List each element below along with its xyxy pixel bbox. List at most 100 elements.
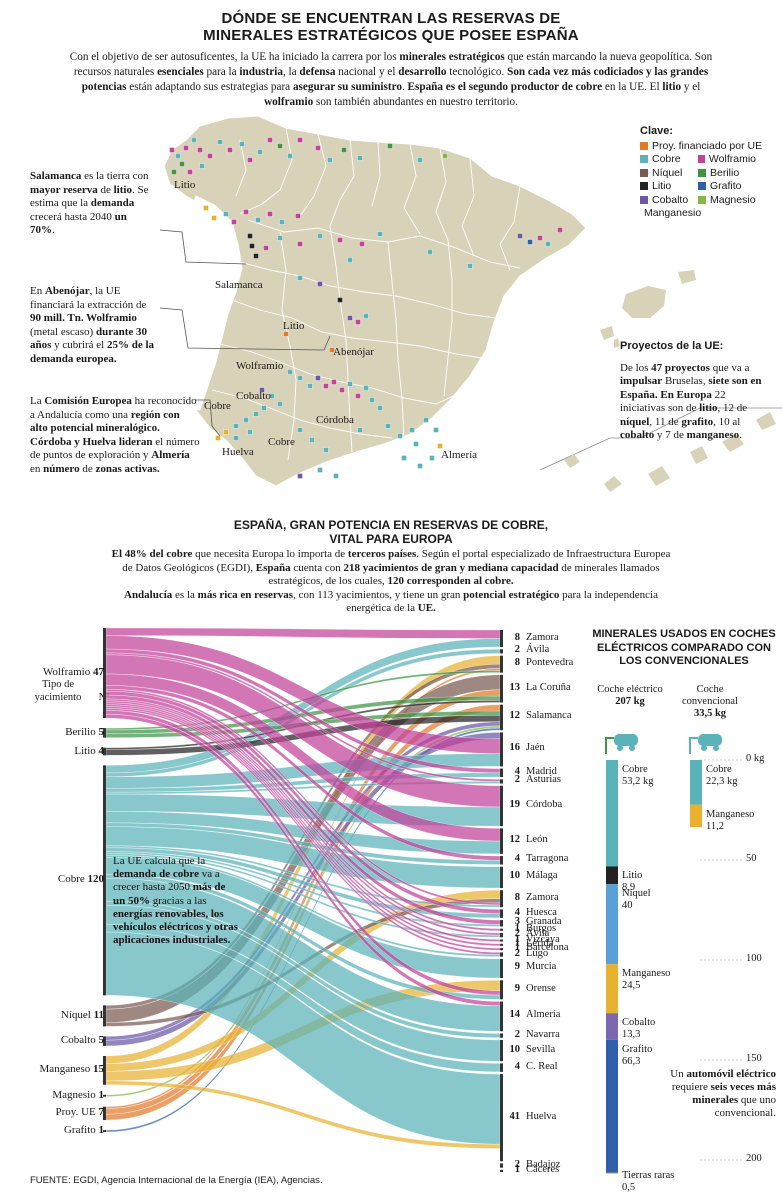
legend-item-manganesio: Manganesio [640,207,701,219]
mineral-marker [277,235,283,241]
sankey-source-value: 15 [90,1063,104,1076]
mineral-marker [527,239,533,245]
sankey-target-label: 2 Asturias [506,774,561,785]
canary-island-6 [756,412,776,430]
car-segment-label: Cobalto 13,3 [622,1017,655,1041]
sankey-source-node [103,765,106,996]
mineral-marker [347,315,353,321]
car-bar-segment [606,1013,618,1040]
sankey-note: La UE calcula que la demanda de cobre va… [113,855,238,947]
canary-island-1 [564,454,580,468]
mineral-marker [227,147,233,153]
section2-title: ESPAÑA, GRAN POTENCIA EN RESERVAS DE COB… [0,518,782,546]
sankey-target-label: 1 Lérida [506,938,554,949]
mineral-marker [409,427,415,433]
sankey-target-node [500,909,503,918]
sankey-target-node [500,704,503,731]
section2-intro: El 48% del cobre que necesita Europa lo … [111,548,671,614]
sankey-target-value: 4 [514,906,520,918]
car-name: Coche convencional [682,684,738,707]
sankey-target-label: 12 León [506,834,548,845]
sankey-target-name: Zamora [526,631,559,643]
sankey-source-label: Cobalto 5 [61,1034,104,1046]
conventional-car-header: Coche convencional 33,5 kg [670,684,750,720]
eu-projects-box: Proyectos de la UE: De los 47 proyectos … [620,340,770,443]
mineral-marker [179,161,185,167]
legend-label: Wolframio [708,153,756,166]
car-bar-segment [606,964,618,1014]
sankey-target-value: 9 [514,982,520,994]
balearic-island-2 [678,270,696,284]
mineral-marker [467,263,473,269]
mineral-marker [253,253,259,259]
mineral-marker [257,149,263,155]
sankey-source-name: Cobalto [60,1034,96,1047]
legend-row: Cobalto Magnesio [640,193,780,207]
page-title-line1: DÓNDE SE ENCUENTRAN LAS RESERVAS DE [221,10,561,27]
sankey-target-value: 1 [514,942,520,954]
sankey-source-name: Proy. UE [55,1106,96,1119]
canary-island-2 [604,476,622,492]
mineral-marker [247,157,253,163]
car-segment-label: Litio 8,9 [622,870,642,894]
sankey-target-value: 2 [514,1158,520,1170]
sankey-target-node [500,1169,503,1172]
car-bar-segment [690,804,702,827]
mineral-marker [355,393,361,399]
sankey-target-value: 19 [509,798,521,810]
sankey-target-label: 3 Granada [506,916,562,927]
legend-item-níquel: Níquel [640,167,698,179]
sankey-source-label: Grafito 1 [64,1124,104,1136]
sankey-target-label: 2 Badajoz [506,1158,561,1170]
sankey-target-node [500,866,503,888]
sankey-target-label: 12 Salamanca [506,710,572,721]
canary-island-4 [690,446,708,464]
sankey-target-node [500,1039,503,1062]
sankey-source-label: Proy. UE 7 [56,1106,104,1118]
mineral-marker [223,211,229,217]
car-segment-label: Manganeso 24,5 [622,968,670,992]
car-axis-tick: 50 [746,853,757,864]
legend-swatch [698,195,706,204]
car-chart-title: MINERALES USADOS EN COCHES ELÉCTRICOS CO… [592,628,776,667]
sankey-source-node [103,1130,106,1132]
sankey-target-value: 8 [514,657,520,669]
car-segment-value: 8,9 [622,882,636,894]
car-bar-segment [690,760,702,805]
mineral-marker [317,281,323,287]
sankey-target-name: Vizcaya [526,933,560,945]
mineral-marker [347,381,353,387]
sankey-target-label: 2 Ávila [506,644,550,655]
mineral-marker [183,145,189,151]
mineral-marker [283,331,289,337]
sankey-flow [105,706,501,951]
mineral-marker [191,137,197,143]
canary-box [539,407,782,471]
sankey-source-node [103,747,106,756]
mineral-marker [217,139,223,145]
mineral-marker [233,423,239,429]
sankey-target-node [500,948,503,951]
mineral-marker [545,241,551,247]
car-segment-name: Manganeso [706,808,755,820]
legend-item-berilio: Berilio [698,167,756,179]
sankey-target-name: Huelva [526,1110,557,1122]
map-label-cobre-west: Cobre [204,400,231,412]
legend-item-wolframio: Wolframio [698,153,756,165]
sankey-target-value: 41 [509,1110,521,1122]
sankey-source-value: 11 [90,1008,104,1021]
legend-swatch [698,182,706,191]
legend-label: Cobre [652,153,681,166]
sankey-target-value: 1 [514,1163,520,1175]
sankey-target-label: 4 Tarragona [506,853,569,864]
mineral-marker [297,137,303,143]
mineral-marker [423,417,429,423]
car-segment-label: Cobre 22,3 kg [706,764,738,788]
mineral-marker [377,231,383,237]
sankey-target-value: 2 [514,928,520,940]
car-wheel-icon [617,745,623,751]
sankey-target-node [500,943,503,946]
legend-item-magnesio: Magnesio [698,194,756,206]
sankey-target-node [500,630,503,648]
sankey-target-value: 16 [509,742,521,754]
